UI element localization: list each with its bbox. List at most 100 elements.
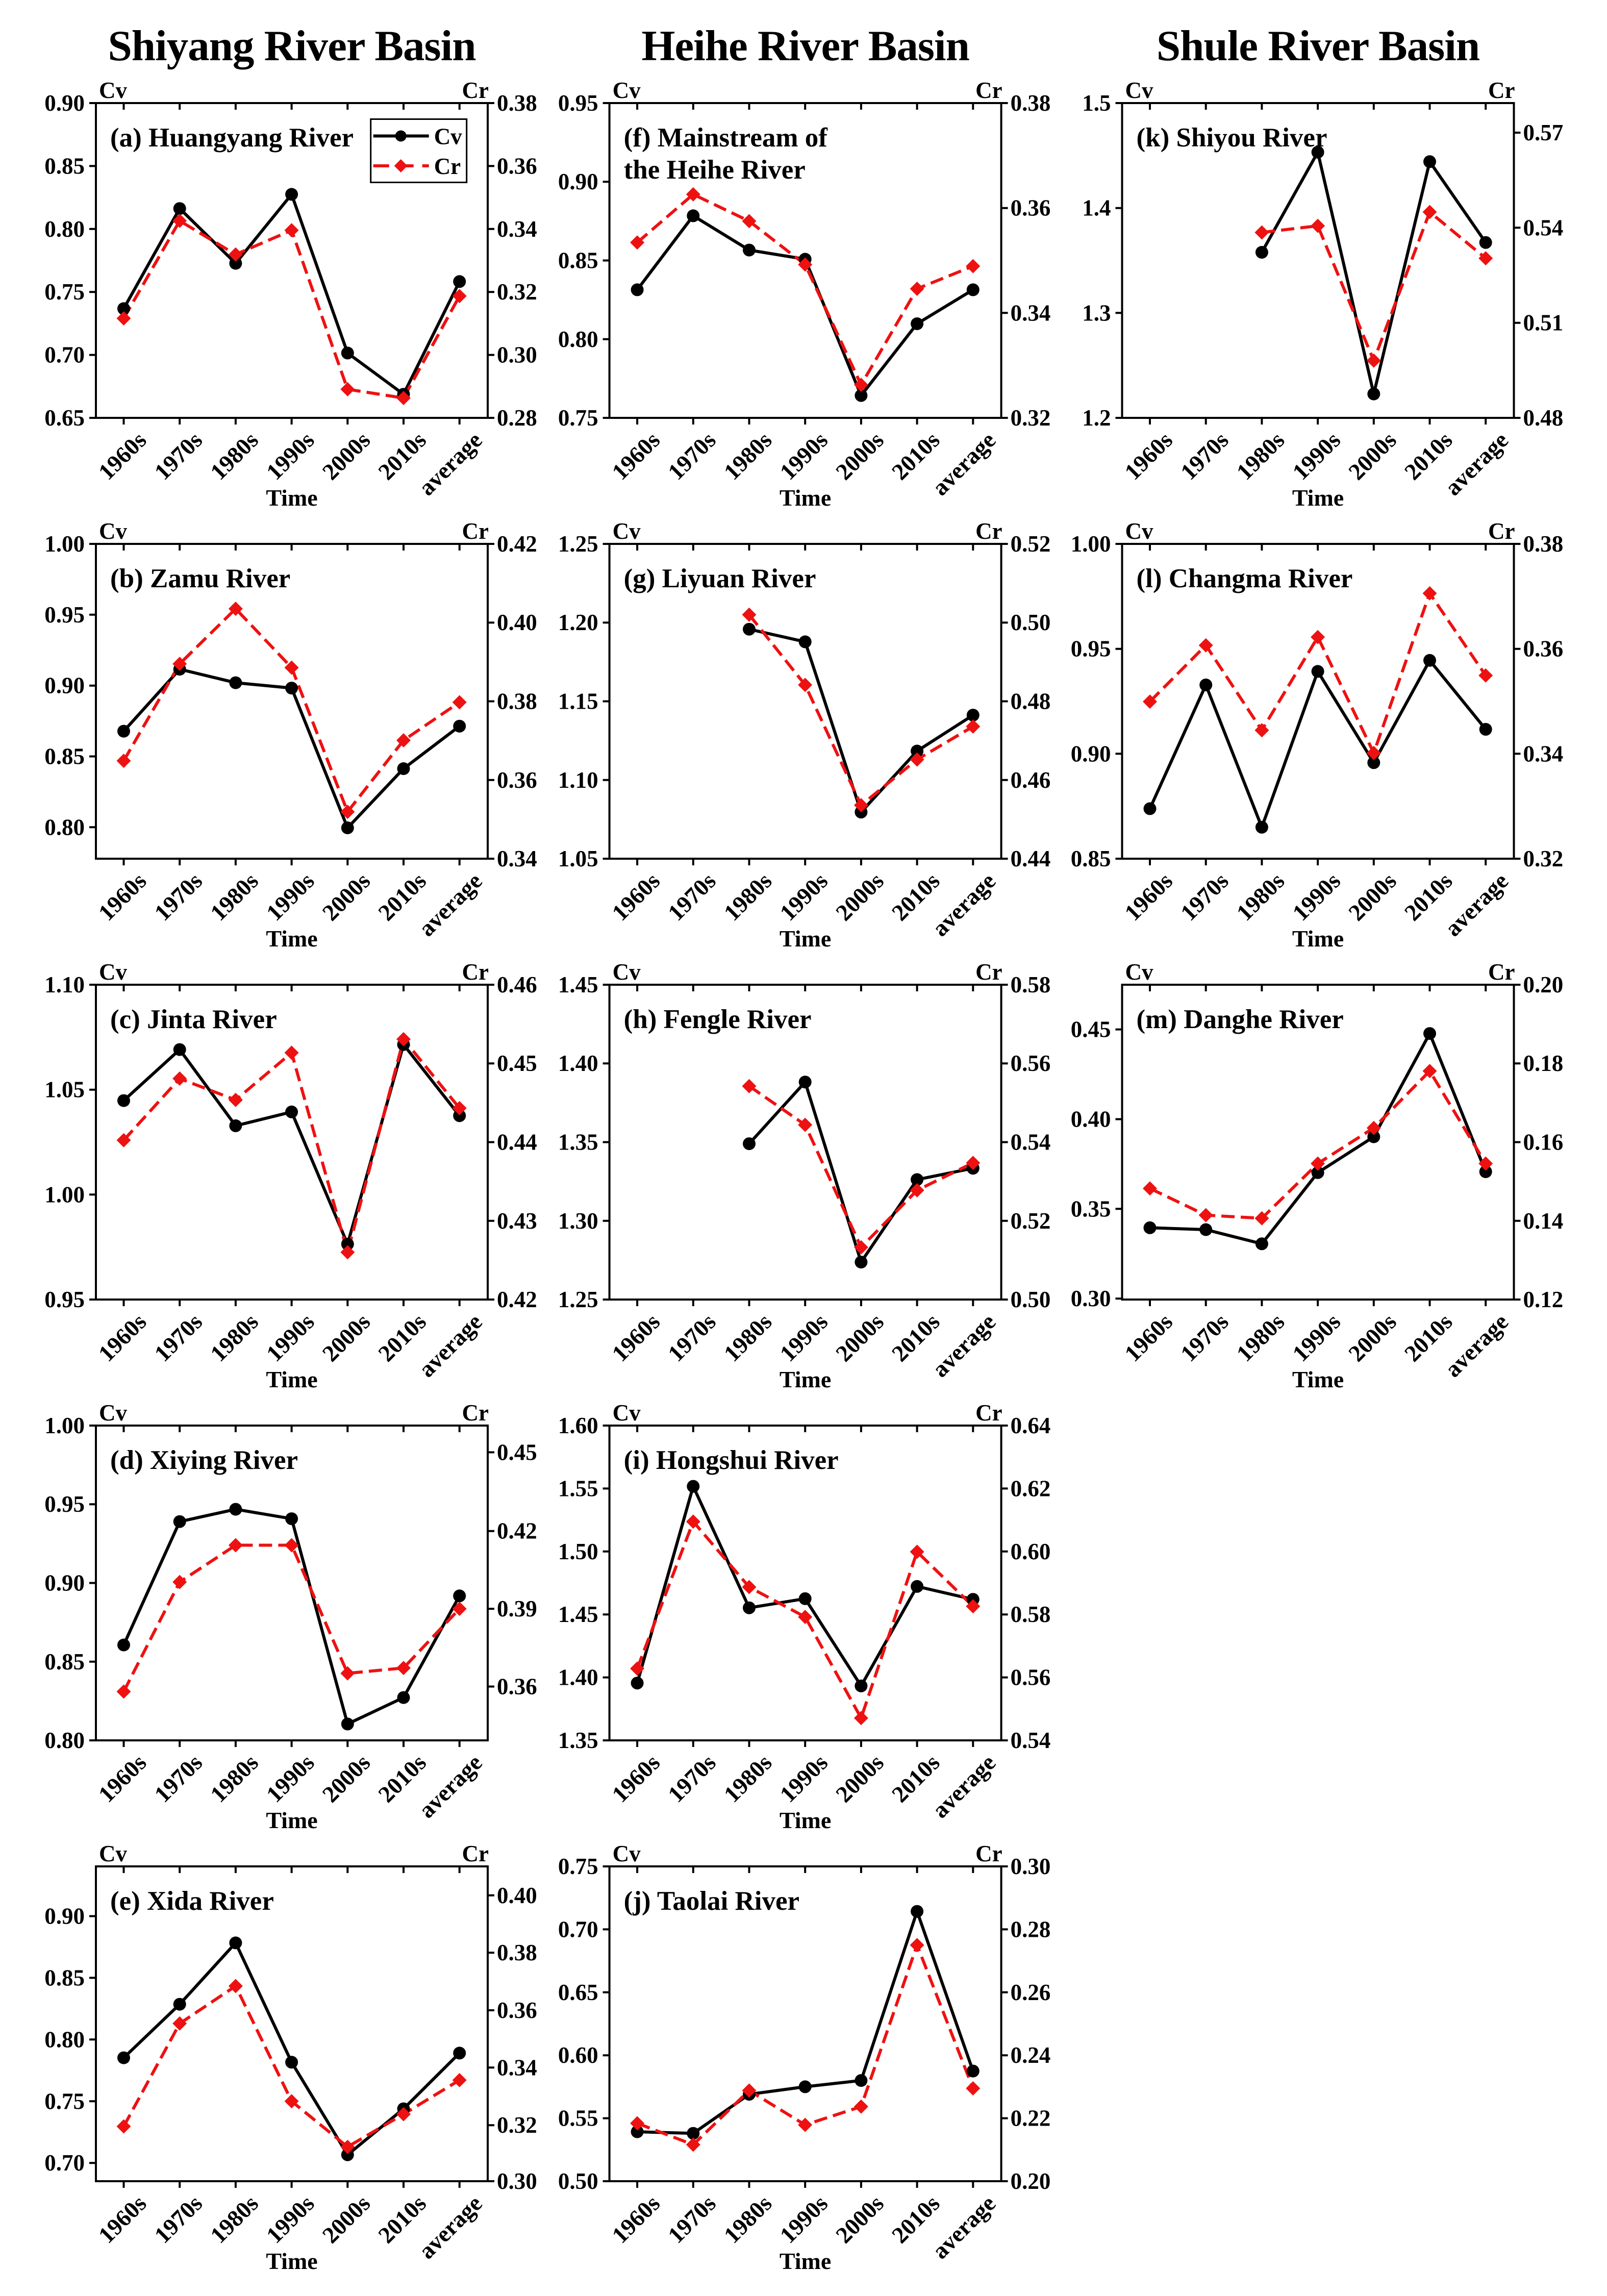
svg-text:0.20: 0.20 <box>1011 2168 1051 2194</box>
svg-text:Cr: Cr <box>975 1400 1002 1426</box>
svg-text:0.22: 0.22 <box>1011 2106 1051 2131</box>
svg-text:1.40: 1.40 <box>558 1665 598 1690</box>
svg-text:0.64: 0.64 <box>1011 1413 1051 1438</box>
svg-text:0.52: 0.52 <box>1011 531 1051 557</box>
svg-text:Cr: Cr <box>975 78 1002 103</box>
svg-text:0.90: 0.90 <box>44 673 85 698</box>
svg-text:0.54: 0.54 <box>1011 1130 1051 1155</box>
svg-text:the Heihe River: the Heihe River <box>624 155 806 185</box>
svg-text:Time: Time <box>780 926 831 952</box>
svg-text:0.40: 0.40 <box>497 610 537 635</box>
svg-text:Time: Time <box>780 1366 831 1392</box>
svg-text:(j) Taolai River: (j) Taolai River <box>624 1886 799 1916</box>
svg-text:1.10: 1.10 <box>44 972 85 997</box>
svg-text:0.80: 0.80 <box>44 814 85 840</box>
svg-text:0.28: 0.28 <box>497 405 537 431</box>
svg-text:Cv: Cv <box>1125 78 1153 103</box>
svg-text:(a) Huangyang River: (a) Huangyang River <box>110 123 354 153</box>
svg-text:0.58: 0.58 <box>1011 972 1051 997</box>
svg-text:1.35: 1.35 <box>558 1130 598 1155</box>
svg-text:0.32: 0.32 <box>497 2112 537 2138</box>
svg-text:0.45: 0.45 <box>1071 1017 1111 1042</box>
svg-text:0.38: 0.38 <box>1011 90 1051 116</box>
svg-text:0.43: 0.43 <box>497 1208 537 1234</box>
svg-text:Time: Time <box>266 926 317 952</box>
svg-text:0.65: 0.65 <box>44 405 85 431</box>
svg-text:0.38: 0.38 <box>497 1940 537 1965</box>
svg-text:0.85: 0.85 <box>1071 846 1111 871</box>
svg-text:0.85: 0.85 <box>558 248 598 273</box>
svg-text:0.44: 0.44 <box>1011 846 1051 871</box>
svg-text:Cv: Cv <box>1125 959 1153 985</box>
svg-text:0.55: 0.55 <box>558 2106 598 2131</box>
svg-text:1.30: 1.30 <box>558 1208 598 1234</box>
svg-text:Cv: Cv <box>1125 518 1153 544</box>
svg-text:1.05: 1.05 <box>44 1077 85 1103</box>
svg-text:0.50: 0.50 <box>1011 1287 1051 1312</box>
svg-text:Cv: Cv <box>613 78 641 103</box>
svg-text:0.70: 0.70 <box>44 2150 85 2176</box>
svg-text:0.32: 0.32 <box>497 279 537 305</box>
svg-text:1.00: 1.00 <box>44 531 85 557</box>
svg-text:1.15: 1.15 <box>558 689 598 714</box>
svg-text:0.90: 0.90 <box>1071 741 1111 766</box>
svg-text:1.2: 1.2 <box>1082 405 1111 431</box>
svg-text:0.48: 0.48 <box>1523 405 1564 431</box>
svg-text:1.05: 1.05 <box>558 846 598 871</box>
svg-text:0.90: 0.90 <box>44 90 85 116</box>
svg-text:0.30: 0.30 <box>497 2168 537 2194</box>
svg-text:Cr: Cr <box>462 78 489 103</box>
svg-text:0.75: 0.75 <box>44 279 85 305</box>
svg-text:1.45: 1.45 <box>558 972 598 997</box>
svg-text:0.40: 0.40 <box>497 1883 537 1908</box>
svg-text:Cr: Cr <box>1488 518 1515 544</box>
svg-text:Cr: Cr <box>462 1841 489 1866</box>
svg-text:Time: Time <box>1292 1366 1344 1392</box>
svg-text:0.34: 0.34 <box>497 2055 537 2080</box>
svg-text:1.40: 1.40 <box>558 1051 598 1076</box>
svg-text:1.3: 1.3 <box>1082 300 1111 326</box>
svg-text:0.34: 0.34 <box>1523 741 1564 766</box>
svg-text:Cr: Cr <box>975 959 1002 985</box>
svg-text:0.38: 0.38 <box>497 90 537 116</box>
svg-text:0.56: 0.56 <box>1011 1665 1051 1690</box>
svg-text:1.4: 1.4 <box>1082 195 1111 221</box>
svg-text:0.40: 0.40 <box>1071 1107 1111 1132</box>
svg-text:Time: Time <box>266 1807 317 1833</box>
svg-text:0.70: 0.70 <box>558 1916 598 1942</box>
svg-text:Cv: Cv <box>613 518 641 544</box>
svg-text:(e) Xida River: (e) Xida River <box>110 1886 274 1916</box>
svg-text:(m) Danghe River: (m) Danghe River <box>1137 1005 1344 1034</box>
svg-text:1.10: 1.10 <box>558 767 598 793</box>
svg-text:1.35: 1.35 <box>558 1728 598 1753</box>
svg-text:Cv: Cv <box>99 78 127 103</box>
svg-text:1.25: 1.25 <box>558 1287 598 1312</box>
svg-text:0.80: 0.80 <box>44 1728 85 1753</box>
svg-text:0.42: 0.42 <box>497 531 537 557</box>
svg-text:0.44: 0.44 <box>497 1130 537 1155</box>
svg-text:Shule River Basin: Shule River Basin <box>1157 22 1479 70</box>
svg-text:0.38: 0.38 <box>497 689 537 714</box>
svg-text:0.60: 0.60 <box>1011 1539 1051 1564</box>
svg-text:0.95: 0.95 <box>558 90 598 116</box>
svg-text:0.45: 0.45 <box>497 1051 537 1076</box>
svg-text:0.50: 0.50 <box>1011 610 1051 635</box>
svg-text:(c) Jinta River: (c) Jinta River <box>110 1005 277 1034</box>
svg-text:1.20: 1.20 <box>558 610 598 635</box>
svg-text:0.12: 0.12 <box>1523 1287 1564 1312</box>
svg-text:0.85: 0.85 <box>44 1649 85 1675</box>
svg-text:Time: Time <box>780 2248 831 2274</box>
svg-text:0.95: 0.95 <box>44 602 85 628</box>
svg-text:0.75: 0.75 <box>44 2088 85 2114</box>
svg-text:Time: Time <box>266 1366 317 1392</box>
svg-text:0.42: 0.42 <box>497 1518 537 1544</box>
svg-text:0.30: 0.30 <box>1071 1286 1111 1311</box>
svg-text:0.75: 0.75 <box>558 405 598 431</box>
svg-text:0.80: 0.80 <box>44 2027 85 2052</box>
svg-text:Time: Time <box>780 485 831 511</box>
svg-text:0.35: 0.35 <box>1071 1196 1111 1221</box>
svg-text:0.36: 0.36 <box>497 1998 537 2023</box>
svg-text:0.24: 0.24 <box>1011 2042 1051 2068</box>
svg-text:0.85: 0.85 <box>44 744 85 769</box>
svg-text:(i) Hongshui River: (i) Hongshui River <box>624 1445 839 1475</box>
